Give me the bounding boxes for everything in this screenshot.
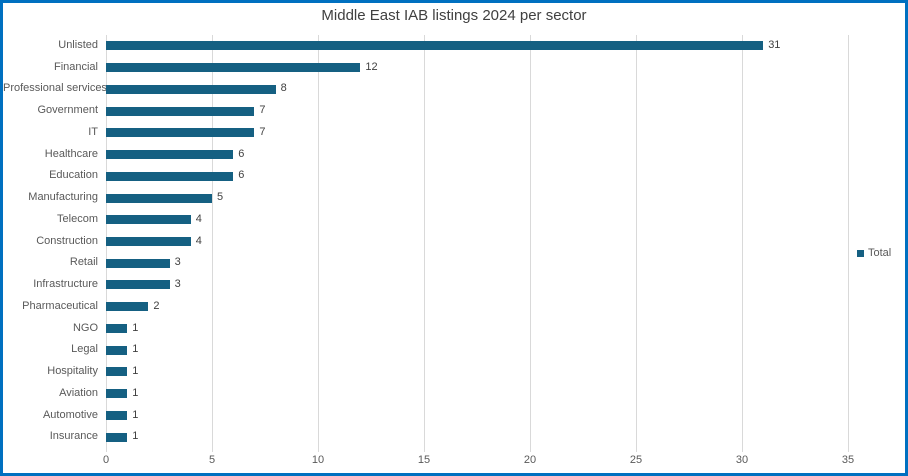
bar bbox=[106, 432, 128, 442]
data-label: 3 bbox=[174, 278, 181, 291]
category-label: Construction bbox=[36, 234, 98, 247]
data-label: 5 bbox=[217, 191, 224, 204]
data-label: 4 bbox=[195, 212, 202, 225]
category-label: NGO bbox=[72, 321, 98, 334]
gridline bbox=[848, 35, 849, 448]
axis-tick bbox=[424, 448, 425, 452]
gridline bbox=[424, 35, 425, 448]
x-tick-label: 15 bbox=[417, 454, 431, 466]
data-label: 12 bbox=[365, 60, 378, 73]
gridline bbox=[530, 35, 531, 448]
chart-title: Middle East IAB listings 2024 per sector bbox=[321, 7, 587, 24]
gridline bbox=[212, 35, 213, 448]
category-label: Legal bbox=[71, 343, 98, 356]
bar bbox=[106, 215, 191, 225]
x-tick-label: 0 bbox=[102, 454, 110, 466]
data-label: 4 bbox=[195, 234, 202, 247]
x-tick-label: 35 bbox=[841, 454, 855, 466]
axis-tick bbox=[636, 448, 637, 452]
category-label: Education bbox=[49, 169, 98, 182]
category-label: Infrastructure bbox=[33, 278, 98, 291]
data-label: 1 bbox=[132, 365, 139, 378]
bar bbox=[106, 389, 128, 399]
category-label: Professional services bbox=[3, 82, 107, 95]
x-tick-label: 10 bbox=[311, 454, 325, 466]
data-label: 8 bbox=[280, 82, 287, 95]
x-tick-label: 20 bbox=[523, 454, 537, 466]
bar bbox=[106, 302, 149, 312]
legend-marker-total bbox=[857, 249, 864, 257]
data-label: 1 bbox=[132, 408, 139, 421]
bar bbox=[106, 345, 128, 355]
bar bbox=[106, 150, 234, 160]
gridline bbox=[636, 35, 637, 448]
category-label: Financial bbox=[53, 60, 98, 73]
bar bbox=[106, 367, 128, 377]
category-label: Telecom bbox=[57, 212, 98, 225]
category-label: Government bbox=[37, 104, 98, 117]
data-label: 1 bbox=[132, 386, 139, 399]
data-label: 6 bbox=[238, 147, 245, 160]
bar bbox=[106, 171, 234, 181]
axis-tick bbox=[318, 448, 319, 452]
data-label: 7 bbox=[259, 104, 266, 117]
bar bbox=[106, 84, 276, 94]
x-tick-label: 25 bbox=[629, 454, 643, 466]
x-tick-label: 30 bbox=[735, 454, 749, 466]
bar bbox=[106, 237, 191, 246]
category-label: Manufacturing bbox=[28, 191, 98, 204]
x-tick-label: 5 bbox=[208, 454, 216, 466]
category-label: Healthcare bbox=[44, 147, 98, 160]
data-label: 1 bbox=[132, 321, 139, 334]
bar bbox=[106, 323, 128, 333]
bar bbox=[106, 128, 255, 138]
bar bbox=[106, 63, 361, 73]
axis-tick bbox=[106, 448, 107, 452]
category-label: Pharmaceutical bbox=[22, 299, 98, 312]
bar bbox=[106, 410, 128, 420]
axis-tick bbox=[212, 448, 213, 452]
gridline bbox=[318, 35, 319, 448]
data-label: 31 bbox=[768, 39, 781, 51]
axis-tick bbox=[742, 448, 743, 452]
bar bbox=[106, 106, 255, 116]
category-label: Retail bbox=[69, 256, 98, 269]
bar bbox=[106, 280, 170, 290]
data-label: 6 bbox=[238, 169, 245, 182]
category-label: Automotive bbox=[42, 408, 98, 421]
bar bbox=[106, 41, 764, 51]
category-label: Aviation bbox=[59, 386, 98, 399]
category-label: IT bbox=[88, 125, 98, 138]
data-label: 7 bbox=[259, 125, 266, 138]
legend-label-total: Total bbox=[868, 247, 892, 259]
bar bbox=[106, 258, 170, 268]
bar bbox=[106, 193, 212, 203]
category-label: Hospitality bbox=[47, 365, 98, 378]
axis-tick bbox=[530, 448, 531, 452]
legend: Total bbox=[857, 247, 891, 259]
data-label: 1 bbox=[132, 343, 139, 356]
data-label: 2 bbox=[153, 299, 160, 312]
category-label: Insurance bbox=[49, 430, 98, 443]
data-label: 3 bbox=[174, 256, 181, 269]
axis-tick bbox=[848, 448, 849, 452]
category-label: Unlisted bbox=[58, 39, 98, 51]
gridline bbox=[742, 35, 743, 448]
data-label: 1 bbox=[132, 430, 139, 443]
